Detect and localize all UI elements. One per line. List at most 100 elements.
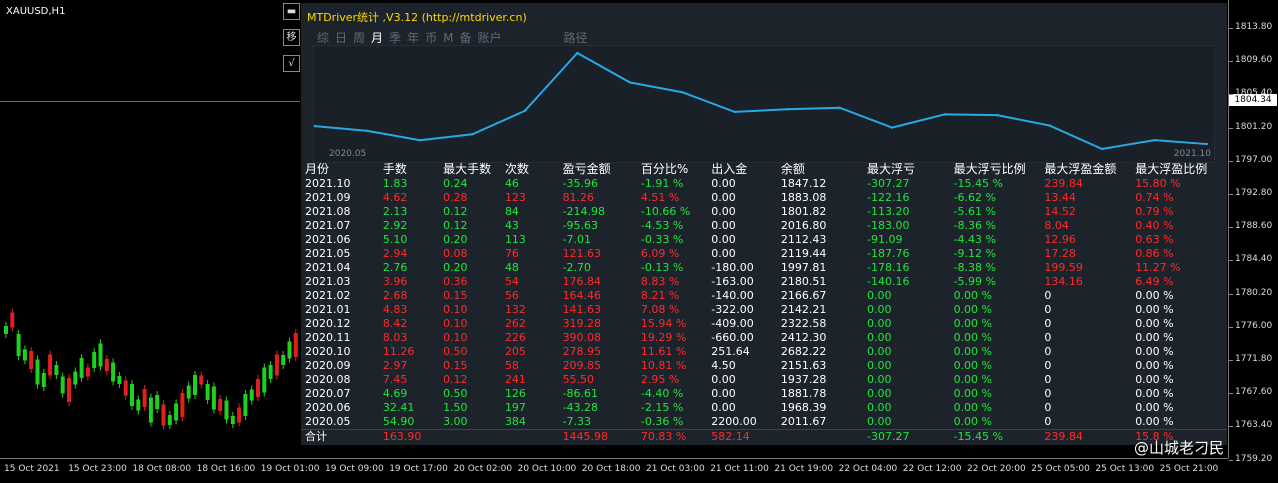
table-cell: -113.20 (867, 205, 910, 218)
table-cell: 54 (504, 275, 519, 288)
table-cell: 209.85 (562, 359, 602, 372)
table-cell: 2166.67 (780, 289, 827, 302)
table-cell: 0.24 (443, 177, 468, 190)
table-cell: -4.43 % (953, 233, 996, 246)
tab-3[interactable]: 月 (371, 31, 384, 45)
table-cell: -7.01 (562, 233, 592, 246)
table-row: 2020.05 54.90 3.00 384 -7.33 -0.36 % 2200.00 20… (301, 415, 1227, 430)
tab-6[interactable]: 币 (425, 31, 438, 45)
move-button[interactable]: 移 (283, 29, 300, 46)
table-cell: 164.46 (562, 289, 602, 302)
table-cell: 1968.39 (780, 401, 827, 414)
price-tick (1229, 293, 1233, 295)
equity-start-date: 2020.05 (329, 149, 367, 159)
table-cell: 58 (504, 359, 519, 372)
equity-point (733, 110, 736, 114)
table-cell: 2021.04 (305, 261, 351, 274)
table-cell: 226 (504, 331, 526, 344)
watermark: @山城老刁民 (1134, 439, 1225, 457)
price-label: 1805.40 (1235, 88, 1273, 99)
panel-title: MTDriver统计 ,V3.12 (http://mtdriver.cn) (307, 11, 527, 24)
table-cell: 1801.82 (780, 205, 827, 218)
candle-body (281, 355, 286, 365)
price-label: 1759.20 (1235, 453, 1273, 464)
price-chart-left[interactable]: XAUUSD,H1 (0, 0, 300, 458)
table-cell: 0 (1044, 401, 1052, 414)
table-cell: 2016.80 (780, 219, 827, 232)
table-cell: 4.69 (382, 387, 408, 400)
table-cell: 113 (504, 233, 526, 246)
table-cell: 8.04 (1044, 219, 1069, 232)
tab-10[interactable]: 路径 (563, 31, 588, 45)
table-row: 2021.09 4.62 0.28 123 81.26 4.51 % 0.00 1883.08… (301, 191, 1227, 205)
total-cell: 239.84 (1040, 429, 1132, 444)
candle-body (193, 375, 197, 395)
table-cell: -2.70 (562, 261, 592, 274)
tab-7[interactable]: M (443, 31, 454, 45)
confirm-button[interactable]: √ (283, 55, 300, 72)
table-row: 2020.08 7.45 0.12 241 55.50 2.95 % 0.00 1937.28… (301, 373, 1227, 387)
table-cell: 1937.28 (780, 373, 827, 386)
table-cell: 0.86 % (1135, 247, 1174, 260)
table-cell: 0.28 (443, 191, 468, 204)
equity-point (576, 51, 579, 55)
table-cell: -214.98 (562, 205, 606, 218)
total-cell (439, 429, 501, 444)
candle-body (249, 389, 254, 401)
tab-8[interactable]: 备 (459, 31, 472, 45)
header-cell: 出入金 (711, 162, 748, 176)
table-cell: 48 (504, 261, 519, 274)
tab-bar: 综日周月季年币 M 备账户 路径 (317, 29, 594, 46)
tab-5[interactable]: 年 (407, 31, 420, 45)
table-row: 2021.06 5.10 0.20 113 -7.01 -0.33 % 0.00 2112.4… (301, 233, 1227, 247)
time-label: 20 Oct 10:00 (517, 464, 577, 474)
table-cell: 4.62 (382, 191, 408, 204)
total-cell: 70.83 % (636, 429, 708, 444)
table-cell: 0.00 % (1135, 289, 1174, 302)
table-cell: 2151.63 (780, 359, 827, 372)
candle-body (54, 365, 59, 375)
tab-9[interactable]: 账户 (477, 31, 502, 45)
table-cell: 205 (504, 345, 526, 358)
table-cell: 0.00 % (953, 415, 993, 428)
table-cell: -86.61 (562, 387, 599, 400)
table-cell: 0.50 (443, 387, 468, 400)
candle-body (287, 341, 292, 359)
total-cell: 582.14 (707, 429, 777, 444)
chart-control-button[interactable]: ▬ (283, 3, 300, 20)
candlestick-chart[interactable] (0, 0, 300, 458)
table-cell: 3.96 (382, 275, 408, 288)
price-tick (1229, 127, 1233, 129)
candle-body (73, 371, 78, 385)
table-row: 2020.10 11.26 0.50 205 278.95 11.61 % 251.64 26… (301, 345, 1227, 359)
price-tick (1229, 459, 1233, 461)
table-cell: 241 (504, 373, 526, 386)
table-cell: -10.66 % (640, 205, 691, 218)
table-cell: 2.13 (382, 205, 408, 218)
equity-point (681, 91, 684, 94)
table-cell: 2.94 (382, 247, 408, 260)
candle-body (35, 359, 40, 385)
table-cell: 8.42 (382, 317, 408, 330)
candle-body (262, 367, 267, 393)
header-cell: 盈亏金额 (562, 162, 611, 176)
table-cell: 0.00 (711, 401, 736, 414)
tab-1[interactable]: 日 (335, 31, 348, 45)
equity-point (1100, 147, 1104, 151)
time-label: 22 Oct 20:00 (967, 464, 1026, 474)
table-cell: 0.00 % (1135, 303, 1174, 316)
table-cell: 2021.05 (305, 247, 351, 260)
tab-0[interactable]: 综 (317, 31, 330, 45)
table-cell: 0.00 % (953, 373, 993, 386)
tab-4[interactable]: 季 (389, 31, 402, 45)
time-label: 25 Oct 05:00 (1031, 464, 1090, 474)
table-cell: 2021.01 (305, 303, 351, 316)
candle-body (293, 333, 298, 357)
candle-body (85, 367, 90, 377)
tab-2[interactable]: 周 (353, 31, 366, 45)
table-cell: 0.00 (867, 345, 892, 358)
price-tick (1229, 28, 1233, 29)
table-cell: 2119.44 (780, 247, 827, 260)
table-row: 2021.10 1.83 0.24 46 -35.96 -1.91 % 0.00 1847.1… (301, 177, 1227, 191)
equity-point (838, 106, 841, 109)
